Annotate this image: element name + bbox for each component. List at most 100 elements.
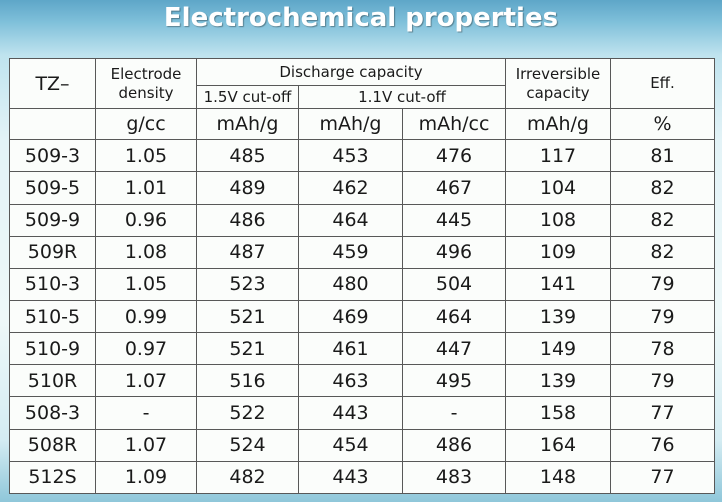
table-cell: 1.08	[95, 235, 197, 269]
header-row-2: 1.5V cut-off 1.1V cut-off	[10, 85, 715, 110]
properties-table: TZ– Electrode density Discharge capacity…	[9, 57, 715, 495]
irreversible-capacity-line-1: Irreversible	[515, 64, 601, 83]
table-cell: 109	[505, 235, 611, 269]
table-cell: 447	[402, 332, 506, 366]
table-cell: 79	[610, 267, 715, 302]
table-cell: 1.05	[95, 139, 197, 173]
table-cell: 495	[402, 364, 506, 398]
discharge-capacity-header: Discharge capacity	[196, 57, 506, 87]
table-cell: 467	[402, 171, 506, 205]
table-row: 508-3-522 443-158 77	[9, 396, 715, 430]
sample-id-cell: 509-9	[9, 203, 96, 237]
slide-title: Electrochemical properties	[163, 3, 559, 33]
table-row: 512S 1.09 482 443 483 148 77	[9, 460, 715, 495]
tz-header: TZ–	[9, 57, 96, 110]
unit-cell: %	[610, 108, 715, 141]
table-cell: 141	[505, 267, 611, 302]
table-cell: 108	[505, 203, 611, 237]
table-row: 510-3 1.05 523 480 504 141 79	[9, 267, 715, 302]
unit-cell: mAh/g	[505, 108, 611, 141]
table-cell: 496	[402, 235, 506, 269]
unit-cell: g/cc	[95, 108, 197, 141]
electrode-density-line-1: Electrode	[110, 64, 182, 83]
table-cell: 480	[298, 267, 403, 302]
table-cell: 82	[610, 171, 715, 205]
table-row: 508R 1.07 524 454 486 164 76	[9, 428, 715, 462]
table-cell: 77	[610, 396, 715, 430]
sample-id-cell: 509-3	[9, 139, 96, 173]
table-cell: 453	[298, 139, 403, 173]
table-cell: 443	[298, 396, 403, 430]
table-cell: 504	[402, 267, 506, 302]
sample-id-cell: 509-5	[9, 171, 96, 205]
table-cell: 0.97	[95, 332, 197, 366]
sample-id-cell: 508-3	[9, 396, 96, 430]
cutoff-11v-header: 1.1V cut-off	[298, 85, 506, 110]
units-row: g/cc mAh/g mAh/g mAh/cc mAh/g %	[9, 108, 715, 141]
table-cell: 1.01	[95, 171, 197, 205]
table-cell: 82	[610, 203, 715, 237]
table-cell: 486	[402, 428, 506, 462]
irreversible-capacity-header: Irreversible capacity	[505, 57, 611, 110]
table-cell: 148	[505, 460, 611, 495]
header-row-1: TZ– Electrode density Discharge capacity…	[9, 57, 715, 110]
table-cell: 445	[402, 203, 506, 237]
electrode-density-header: Electrode density	[95, 57, 197, 110]
table-cell: 149	[505, 332, 611, 366]
table-cell: 454	[298, 428, 403, 462]
table-cell: 487	[196, 235, 299, 269]
table-cell: 463	[298, 364, 403, 398]
electrode-density-line-2: density	[118, 83, 174, 102]
table-cell: 521	[196, 300, 299, 334]
table-cell: 521	[196, 332, 299, 366]
table-cell: 0.96	[95, 203, 197, 237]
table-cell: 462	[298, 171, 403, 205]
table-cell: 79	[610, 300, 715, 334]
table-cell: 117	[505, 139, 611, 173]
table-cell: 485	[196, 139, 299, 173]
table-cell: 486	[196, 203, 299, 237]
table-cell: 1.09	[95, 460, 197, 495]
table-row: 510-5 0.99 521 469 464 139 79	[9, 300, 715, 334]
table-cell: 78	[610, 332, 715, 366]
table-cell: 459	[298, 235, 403, 269]
cutoff-15v-header: 1.5V cut-off	[196, 85, 299, 110]
table-cell: 139	[505, 364, 611, 398]
table-cell: 1.05	[95, 267, 197, 302]
table-cell: 461	[298, 332, 403, 366]
table-cell: 482	[196, 460, 299, 495]
table-cell: 1.07	[95, 364, 197, 398]
table-cell: 82	[610, 235, 715, 269]
sample-id-cell: 512S	[9, 460, 96, 495]
table-cell: 522	[196, 396, 299, 430]
sample-id-cell: 508R	[9, 428, 96, 462]
table-cell: 464	[402, 300, 506, 334]
table-cell: 164	[505, 428, 611, 462]
table-cell: 524	[196, 428, 299, 462]
table-cell: 81	[610, 139, 715, 173]
table-row: 509R 1.08 487 459 496 109 82	[9, 235, 715, 269]
table-cell: 483	[402, 460, 506, 495]
table-row: 510R 1.07 516 463 495 139 79	[9, 364, 715, 398]
table-cell: 464	[298, 203, 403, 237]
table-cell: 469	[298, 300, 403, 334]
table-cell: 443	[298, 460, 403, 495]
table-cell: 76	[610, 428, 715, 462]
table-cell: 0.99	[95, 300, 197, 334]
sample-id-cell: 510-9	[9, 332, 96, 366]
table-cell: 104	[505, 171, 611, 205]
unit-cell: mAh/cc	[402, 108, 506, 141]
table-cell: 1.07	[95, 428, 197, 462]
table-cell: 158	[505, 396, 611, 430]
table-cell: 139	[505, 300, 611, 334]
table-row: 509-9 0.96 486 464 445 108 82	[9, 203, 715, 237]
table-cell: 523	[196, 267, 299, 302]
table-row: 510-9 0.97 521 461 447 149 78	[9, 332, 715, 366]
table-cell: -	[402, 396, 506, 430]
irreversible-capacity-line-2: capacity	[526, 83, 590, 102]
table-cell: 476	[402, 139, 506, 173]
sample-id-cell: 510-3	[9, 267, 96, 302]
eff-header: Eff.	[610, 57, 715, 110]
table-cell: 77	[610, 460, 715, 495]
table-cell: 79	[610, 364, 715, 398]
